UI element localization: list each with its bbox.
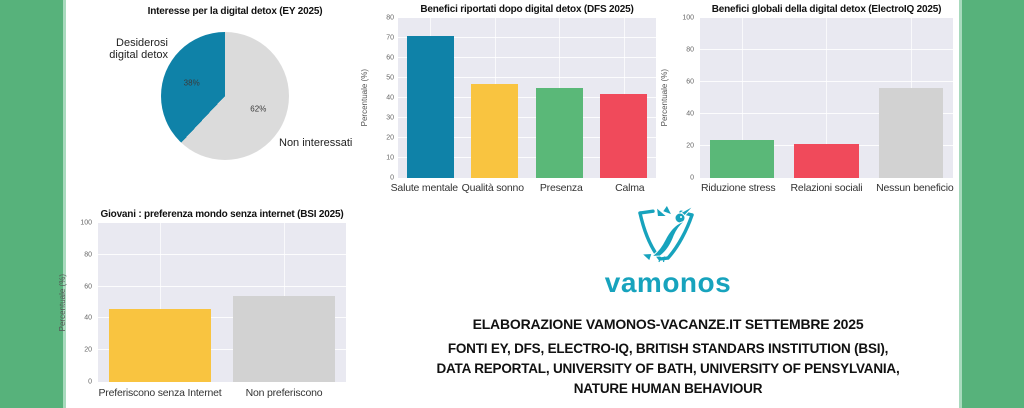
y-tick-label: 40 (84, 314, 92, 322)
gridline (98, 317, 346, 319)
chart-title: Interesse per la digital detox (EY 2025) (147, 6, 323, 17)
y-axis-ticks: 0 20 40 60 80 100 (70, 219, 92, 386)
y-tick-label: 30 (386, 114, 394, 122)
bar-salute-mentale (406, 36, 454, 178)
y-tick-label: 20 (84, 346, 92, 354)
y-tick-label: 10 (386, 154, 394, 162)
y-axis-ticks: 0 20 40 60 80 100 (672, 14, 694, 182)
pie-slice-label-desiderosi: Desiderosi digital detox (109, 37, 168, 61)
chart-title: Benefici riportati dopo digital detox (D… (420, 4, 634, 15)
pie-percentage-label: 38% (183, 78, 200, 88)
brand-block: vamonos (408, 204, 928, 297)
bar-slot (98, 223, 222, 382)
y-tick-label: 80 (686, 46, 694, 54)
y-tick-label: 0 (690, 174, 694, 182)
footer-fonti-line1: FONTI EY, DFS, ELECTRO-IQ, BRITISH STAND… (447, 341, 889, 356)
y-axis-label: Percentuale (%) (359, 69, 369, 127)
left-green-band (0, 0, 66, 408)
right-green-band (959, 0, 1024, 408)
bar-slot (784, 18, 868, 178)
y-axis-label: Percentuale (%) (659, 69, 669, 127)
plot-area (398, 17, 657, 178)
footer-fonti-line2: DATA REPORTAL, UNIVERSITY OF BATH, UNIVE… (436, 361, 900, 376)
chart-title: Benefici globali della digital detox (El… (711, 4, 942, 15)
vertical-gridline (826, 18, 828, 178)
y-tick-label: 70 (386, 34, 394, 42)
chart-title: Giovani : preferenza mondo senza interne… (100, 209, 344, 220)
bar-relazioni-sociali (794, 144, 859, 178)
x-axis-label: Riduzione stress (700, 182, 776, 194)
x-axis-label: Salute mentale (390, 182, 458, 194)
gridline (398, 117, 656, 118)
x-axis-labels: Preferiscono senza Internet Non preferisc… (98, 387, 346, 399)
gridline (398, 137, 656, 138)
x-axis-label: Nessun beneficio (876, 182, 954, 194)
y-tick-label: 20 (386, 134, 394, 142)
x-axis-labels: Riduzione stress Relazioni sociali Nessun … (694, 182, 959, 194)
bar-slot (869, 18, 953, 178)
bar-slot (222, 223, 346, 382)
x-axis-labels: Salute mentale Qualità sonno Presenza Calma (390, 182, 664, 194)
x-axis-label: Qualità sonno (461, 182, 524, 194)
bar-non-preferiscono (232, 296, 336, 382)
gridline (98, 349, 346, 351)
plot-area (700, 17, 953, 178)
y-tick-label: 40 (386, 94, 394, 102)
x-axis-label: Non preferiscono (245, 387, 323, 399)
y-tick-label: 60 (686, 78, 694, 86)
bar-slot (527, 18, 592, 178)
gridline (98, 222, 346, 223)
plot-area (98, 222, 346, 382)
y-tick-label: 60 (386, 54, 394, 62)
y-tick-label: 0 (88, 378, 92, 386)
gridline (98, 253, 346, 255)
gridline (398, 57, 656, 58)
bar-presenza (535, 88, 583, 178)
vamonos-wordmark: vamonos (604, 267, 732, 298)
pie-graphic: 38% 62% (161, 32, 289, 160)
y-tick-label: 100 (682, 14, 694, 22)
y-tick-label: 40 (686, 110, 694, 118)
vertical-gridline (742, 18, 744, 178)
gridline (398, 17, 656, 18)
pie-percentage-label: 62% (250, 104, 267, 114)
x-axis-label: Calma (615, 182, 645, 194)
vertical-gridline (160, 223, 161, 382)
bar-riduzione-stress (710, 139, 775, 178)
x-axis-label: Preferiscono senza Internet (98, 387, 222, 399)
gridline (398, 97, 656, 98)
y-tick-label: 100 (80, 219, 92, 227)
bar-slot (592, 18, 657, 178)
gridline (398, 77, 656, 78)
y-tick-label: 20 (686, 142, 694, 150)
y-axis-label: Percentuale (%) (57, 273, 67, 332)
x-axis-label: Relazioni sociali (790, 182, 863, 194)
footer-elaborazione: ELABORAZIONE VAMONOS-VACANZE.IT SETTEMBR… (472, 316, 864, 332)
footer-attribution: ELABORAZIONE VAMONOS-VACANZE.IT SETTEMBR… (408, 316, 928, 399)
bar-slot (463, 18, 528, 178)
bar-preferiscono-senza-internet (108, 308, 212, 382)
vamonos-hummingbird-logo-icon (638, 204, 695, 263)
y-tick-label: 0 (390, 174, 394, 182)
y-tick-label: 80 (84, 251, 92, 259)
x-axis-label: Presenza (539, 182, 583, 194)
bar-nessun-beneficio (878, 88, 943, 178)
y-tick-label: 50 (386, 74, 394, 82)
gridline (700, 17, 953, 18)
bar-slot (398, 18, 463, 178)
gridline (398, 37, 656, 38)
y-axis-ticks: 0 10 20 30 40 50 60 70 80 (372, 14, 394, 182)
pie-slice-label-non-interessati: Non interessati (279, 137, 353, 149)
y-tick-label: 80 (386, 14, 394, 22)
bar-slot (700, 18, 784, 178)
bar-calma (600, 94, 648, 178)
gridline (98, 285, 346, 287)
bar-qualit-sonno (471, 84, 519, 178)
gridline (398, 157, 656, 158)
footer-fonti-line3: NATURE HUMAN BEHAVIOUR (573, 381, 763, 396)
y-tick-label: 60 (84, 283, 92, 291)
